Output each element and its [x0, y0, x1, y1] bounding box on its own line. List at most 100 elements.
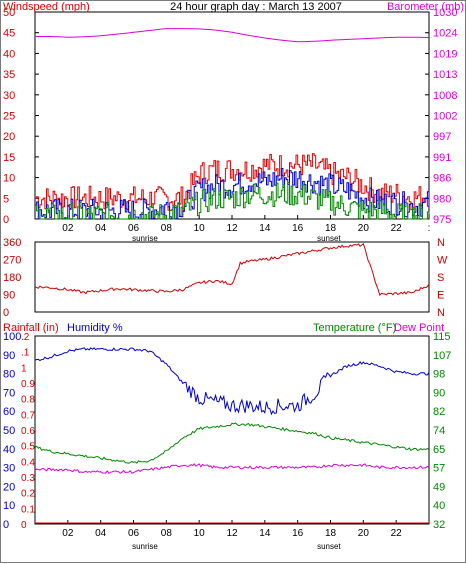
wind-tick-label: 50: [3, 7, 15, 19]
x-tick-label: 20: [358, 528, 370, 539]
temp-tick-label: 115: [433, 331, 451, 343]
temp-tick-label: 98: [433, 369, 445, 381]
rain-tick-label: 0.2: [21, 489, 35, 500]
humidity-tick-label: 50: [3, 425, 15, 437]
x-tick-label: 12: [226, 528, 238, 539]
rainfall-axis-label: Rainfall (in): [3, 322, 59, 334]
rain-tick-label: 0: [21, 520, 27, 531]
x-tick-label: 18: [325, 528, 337, 539]
x-tick-label: 06: [128, 223, 140, 234]
direction-tick-label: 360: [3, 237, 21, 249]
x-tick-label: 22: [391, 223, 403, 234]
temp-tick-label: 90: [433, 387, 445, 399]
temp-tick-label: 82: [433, 406, 445, 418]
rain-tick-label: .2: [21, 332, 30, 343]
wind-tick-label: 40: [3, 48, 15, 60]
baro-tick-label: 1019: [433, 48, 457, 60]
x-tick-label: 18: [325, 223, 337, 234]
baro-tick-label: 1024: [433, 28, 457, 40]
humidity-tick-label: 60: [3, 406, 15, 418]
temp-tick-label: 57: [433, 463, 445, 475]
direction-tick-label: 0: [3, 307, 9, 319]
temp-tick-label: 32: [433, 519, 445, 531]
compass-tick-label: N: [437, 307, 445, 319]
baro-tick-label: 1013: [433, 69, 457, 81]
baro-tick-label: 1030: [433, 7, 457, 19]
humidity-tick-label: 80: [3, 369, 15, 381]
wind-tick-label: 20: [3, 131, 15, 143]
humidity-tick-label: 70: [3, 387, 15, 399]
humidity-tick-label: 90: [3, 350, 15, 362]
wind-tick-label: 45: [3, 28, 15, 40]
baro-tick-label: 975: [433, 214, 451, 226]
panel2-border: [34, 241, 430, 313]
compass-tick-label: E: [437, 290, 444, 302]
wind-direction-line: [34, 242, 430, 297]
series-line-green: [34, 422, 430, 464]
humidity-tick-label: 100: [3, 331, 21, 343]
x-tick-label: 10: [194, 223, 206, 234]
x-tick-label: 16: [292, 528, 304, 539]
x-tick-label: 16: [292, 223, 304, 234]
compass-tick-label: S: [437, 272, 444, 284]
chart-title: 24 hour graph day : March 13 2007: [170, 1, 342, 13]
temp-tick-label: 107: [433, 350, 451, 362]
rain-tick-label: 0.4: [21, 457, 35, 468]
rain-tick-label: 0.6: [21, 426, 35, 437]
humidity-tick-label: 0: [3, 519, 9, 531]
temp-tick-label: 40: [433, 500, 445, 512]
baro-tick-label: 1008: [433, 90, 457, 102]
temp-tick-label: 65: [433, 444, 445, 456]
wind-tick-label: 35: [3, 69, 15, 81]
dewpoint-axis-label: Dew Point: [394, 322, 444, 334]
rain-tick-label: 0.7: [21, 410, 35, 421]
baro-tick-label: 1002: [433, 111, 457, 123]
x-tick-label: 14: [259, 528, 271, 539]
wind-tick-label: 30: [3, 90, 15, 102]
x-tick-label: 04: [95, 223, 107, 234]
x-tick-label: 14: [259, 223, 271, 234]
humidity-axis-label: Humidity %: [67, 322, 123, 334]
rain-tick-label: 0.9: [21, 379, 35, 390]
baro-tick-label: 986: [433, 173, 451, 185]
temperature-axis-label: Temperature (°F): [313, 322, 396, 334]
wind-tick-label: 15: [3, 152, 15, 164]
baro-tick-label: 991: [433, 152, 451, 164]
direction-tick-label: 90: [3, 290, 15, 302]
wind-tick-label: 25: [3, 111, 15, 123]
x-tick-label: 22: [391, 528, 403, 539]
series-line-blue: [34, 347, 430, 416]
x-tick-label: 12: [226, 223, 238, 234]
sunset-label: sunset: [317, 542, 341, 551]
temp-tick-label: 74: [433, 425, 445, 437]
humidity-tick-label: 40: [3, 444, 15, 456]
x-tick-label: 06: [128, 528, 140, 539]
rain-tick-label: 0.3: [21, 473, 35, 484]
humidity-tick-label: 10: [3, 500, 15, 512]
x-tick-label: 02: [62, 528, 74, 539]
wind-tick-label: 10: [3, 173, 15, 185]
x-tick-label: 10: [194, 528, 206, 539]
sunset-label: sunset: [317, 234, 341, 243]
x-tick-label: :: [428, 223, 431, 234]
rain-tick-label: 0.1: [21, 504, 35, 515]
windspeed-axis-label: Windspeed (mph): [3, 1, 90, 13]
x-tick-label: 20: [358, 223, 370, 234]
rain-tick-label: 1: [21, 363, 27, 374]
baro-tick-label: 980: [433, 193, 451, 205]
compass-tick-label: W: [437, 255, 448, 267]
rain-tick-label: 0.5: [21, 442, 35, 453]
temp-tick-label: 49: [433, 481, 445, 493]
wind-tick-label: 5: [3, 193, 9, 205]
series-line-green: [35, 181, 430, 220]
series-line-magenta: [34, 463, 430, 474]
barometer-axis-label: Barometer (mb): [387, 1, 464, 13]
compass-tick-label: N: [437, 237, 445, 249]
rain-tick-label: 0.8: [21, 395, 35, 406]
direction-tick-label: 270: [3, 255, 21, 267]
x-tick-label: 02: [62, 223, 74, 234]
series-line-red: [35, 153, 430, 211]
x-tick-label: 08: [161, 223, 173, 234]
